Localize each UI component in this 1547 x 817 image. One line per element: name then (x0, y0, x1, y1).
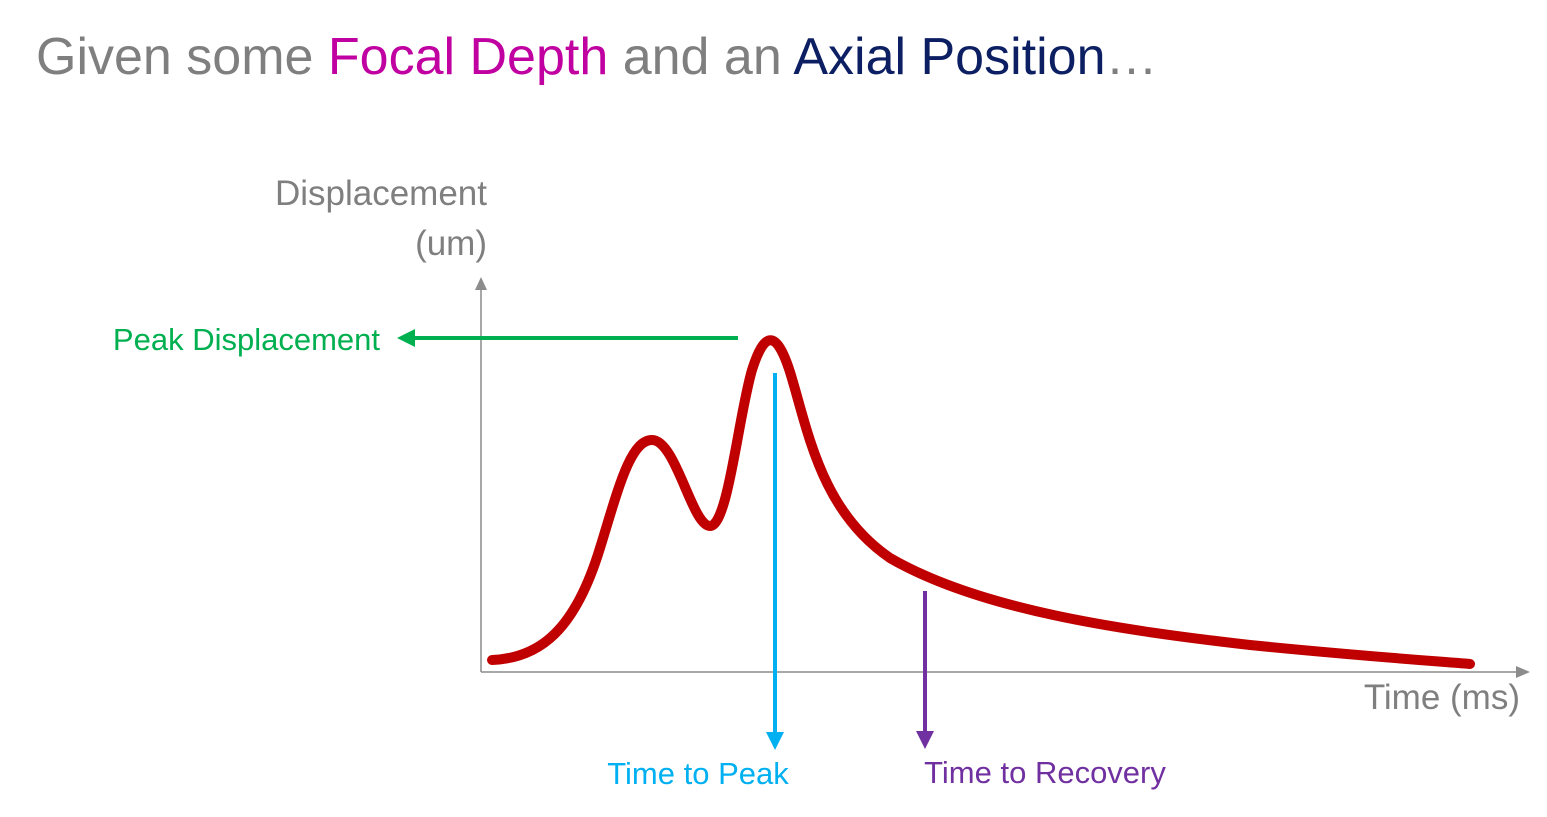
peak-displacement-arrowhead (397, 329, 415, 347)
page-title: Given some Focal Depth and an Axial Posi… (36, 22, 1158, 92)
time-to-recovery-arrowhead (916, 731, 934, 749)
displacement-curve (487, 335, 1475, 669)
title-axial-position: Axial Position (793, 28, 1106, 86)
y-axis-arrowhead (475, 277, 487, 290)
y-axis-label-line1: Displacement (275, 174, 487, 213)
y-axis-label-line2: (um) (415, 224, 487, 263)
time-to-peak-arrowhead (766, 732, 784, 750)
time-to-peak-label: Time to Peak (607, 756, 789, 791)
title-prefix: Given some (36, 28, 328, 86)
x-axis-label: Time (ms) (1364, 678, 1520, 717)
title-middle: and an (608, 28, 794, 86)
title-focal-depth: Focal Depth (327, 28, 609, 86)
time-to-recovery-label: Time to Recovery (924, 755, 1166, 790)
peak-displacement-label: Peak Displacement (113, 322, 380, 357)
x-axis-arrowhead (1516, 666, 1530, 678)
title-suffix: … (1105, 28, 1158, 86)
